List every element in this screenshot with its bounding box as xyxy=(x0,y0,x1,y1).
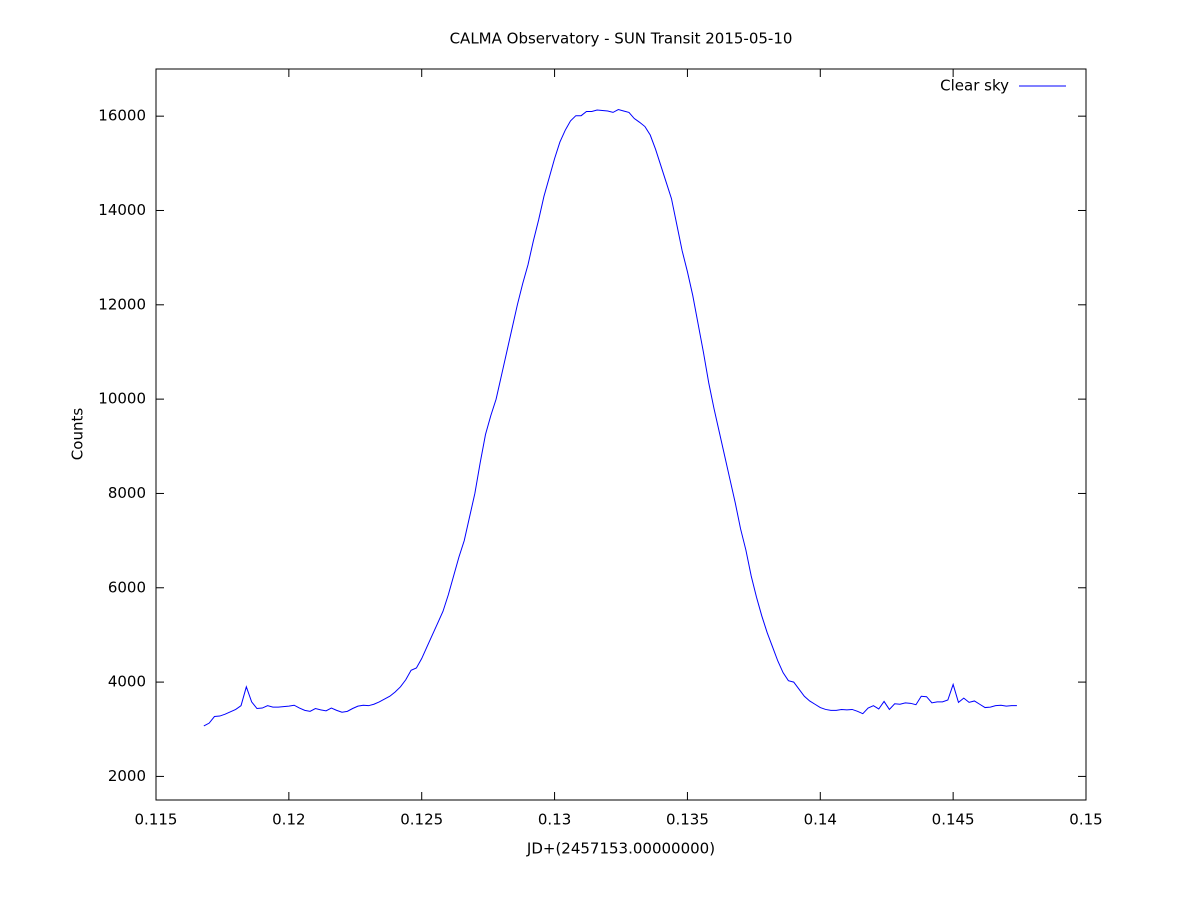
x-tick-label: 0.13 xyxy=(538,811,571,829)
x-tick-label: 0.15 xyxy=(1069,811,1102,829)
data-line xyxy=(203,109,1017,727)
y-tick-label: 8000 xyxy=(108,484,146,502)
y-axis-label: Counts xyxy=(69,408,87,461)
x-tick-label: 0.14 xyxy=(804,811,837,829)
y-tick-label: 6000 xyxy=(108,578,146,596)
x-axis-label: JD+(2457153.00000000) xyxy=(526,840,715,858)
plot-frame xyxy=(155,68,1087,801)
x-tick-label: 0.135 xyxy=(666,811,709,829)
x-tick-label: 0.12 xyxy=(272,811,305,829)
x-tick-label: 0.125 xyxy=(400,811,443,829)
y-tick-label: 10000 xyxy=(98,390,146,408)
x-tick-label: 0.145 xyxy=(932,811,975,829)
y-tick-label: 2000 xyxy=(108,767,146,785)
y-tick-label: 4000 xyxy=(108,673,146,691)
y-tick-label: 16000 xyxy=(98,107,146,125)
y-tick-label: 14000 xyxy=(98,201,146,219)
x-tick-label: 0.115 xyxy=(135,811,178,829)
y-tick-label: 12000 xyxy=(98,295,146,313)
chart-title: CALMA Observatory - SUN Transit 2015-05-… xyxy=(450,30,793,48)
legend-label: Clear sky xyxy=(940,77,1009,95)
